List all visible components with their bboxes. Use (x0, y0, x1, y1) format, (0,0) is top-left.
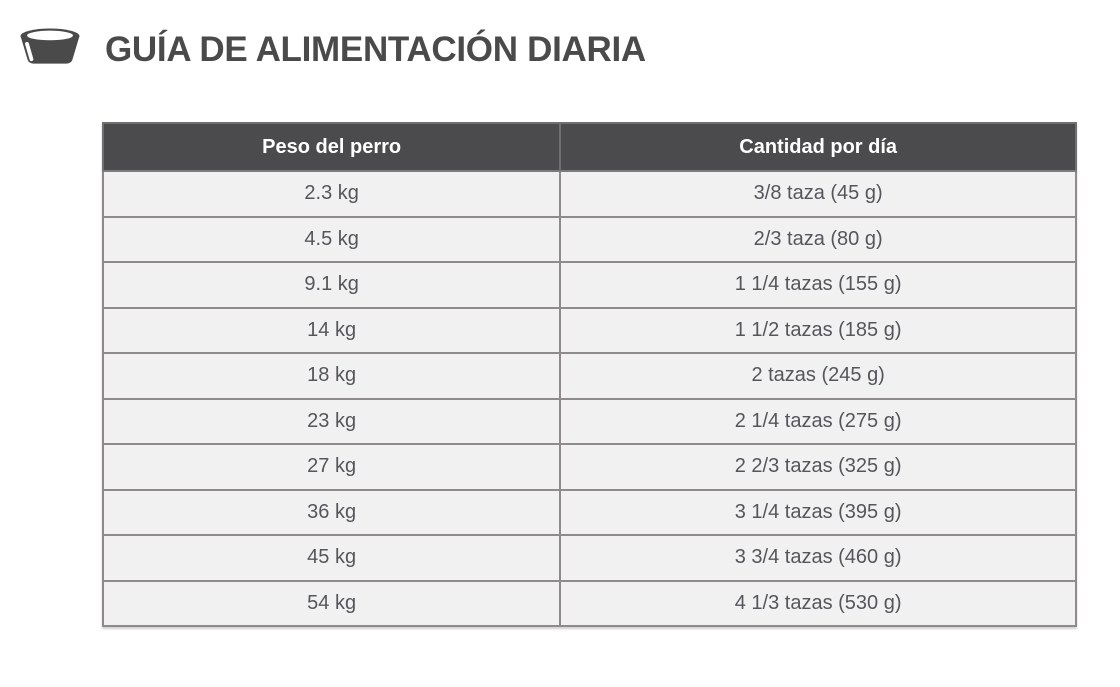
feeding-guide-header: GUÍA DE ALIMENTACIÓN DIARIA (18, 26, 646, 68)
table-row: 2.3 kg 3/8 taza (45 g) (101, 170, 1077, 218)
page-title: GUÍA DE ALIMENTACIÓN DIARIA (105, 29, 646, 69)
weight-cell: 23 kg (101, 397, 562, 445)
table-row: 23 kg 2 1/4 tazas (275 g) (101, 397, 1077, 445)
amount-cell: 2 tazas (245 g) (559, 352, 1077, 400)
weight-cell: 54 kg (101, 579, 562, 627)
weight-cell: 4.5 kg (101, 215, 562, 263)
amount-cell: 1 1/4 tazas (155 g) (559, 261, 1077, 309)
table-row: 14 kg 1 1/2 tazas (185 g) (101, 306, 1077, 354)
amount-cell: 3 1/4 tazas (395 g) (559, 488, 1077, 536)
feeding-table-body: 2.3 kg 3/8 taza (45 g) 4.5 kg 2/3 taza (80 … (101, 170, 1077, 627)
weight-cell: 45 kg (101, 534, 562, 582)
table-row: 36 kg 3 1/4 tazas (395 g) (101, 488, 1077, 536)
amount-cell: 2/3 taza (80 g) (559, 215, 1077, 263)
amount-cell: 4 1/3 tazas (530 g) (559, 579, 1077, 627)
table-row: 27 kg 2 2/3 tazas (325 g) (101, 443, 1077, 491)
amount-cell: 2 1/4 tazas (275 g) (559, 397, 1077, 445)
table-row: 18 kg 2 tazas (245 g) (101, 352, 1077, 400)
weight-cell: 2.3 kg (101, 170, 562, 218)
feeding-table: Peso del perro Cantidad por día 2.3 kg 3/… (101, 122, 1077, 627)
amount-cell: 3/8 taza (45 g) (559, 170, 1077, 218)
column-header-weight: Peso del perro (101, 122, 562, 172)
amount-cell: 3 3/4 tazas (460 g) (559, 534, 1077, 582)
dog-bowl-icon (20, 28, 80, 64)
table-row: 4.5 kg 2/3 taza (80 g) (101, 215, 1077, 263)
weight-cell: 36 kg (101, 488, 562, 536)
table-row: 45 kg 3 3/4 tazas (460 g) (101, 534, 1077, 582)
table-row: 54 kg 4 1/3 tazas (530 g) (101, 579, 1077, 627)
weight-cell: 9.1 kg (101, 261, 562, 309)
weight-cell: 18 kg (101, 352, 562, 400)
amount-cell: 2 2/3 tazas (325 g) (559, 443, 1077, 491)
table-row: 9.1 kg 1 1/4 tazas (155 g) (101, 261, 1077, 309)
weight-cell: 27 kg (101, 443, 562, 491)
table-header-row: Peso del perro Cantidad por día (101, 122, 1077, 172)
column-header-amount: Cantidad por día (559, 122, 1077, 172)
weight-cell: 14 kg (101, 306, 562, 354)
amount-cell: 1 1/2 tazas (185 g) (559, 306, 1077, 354)
